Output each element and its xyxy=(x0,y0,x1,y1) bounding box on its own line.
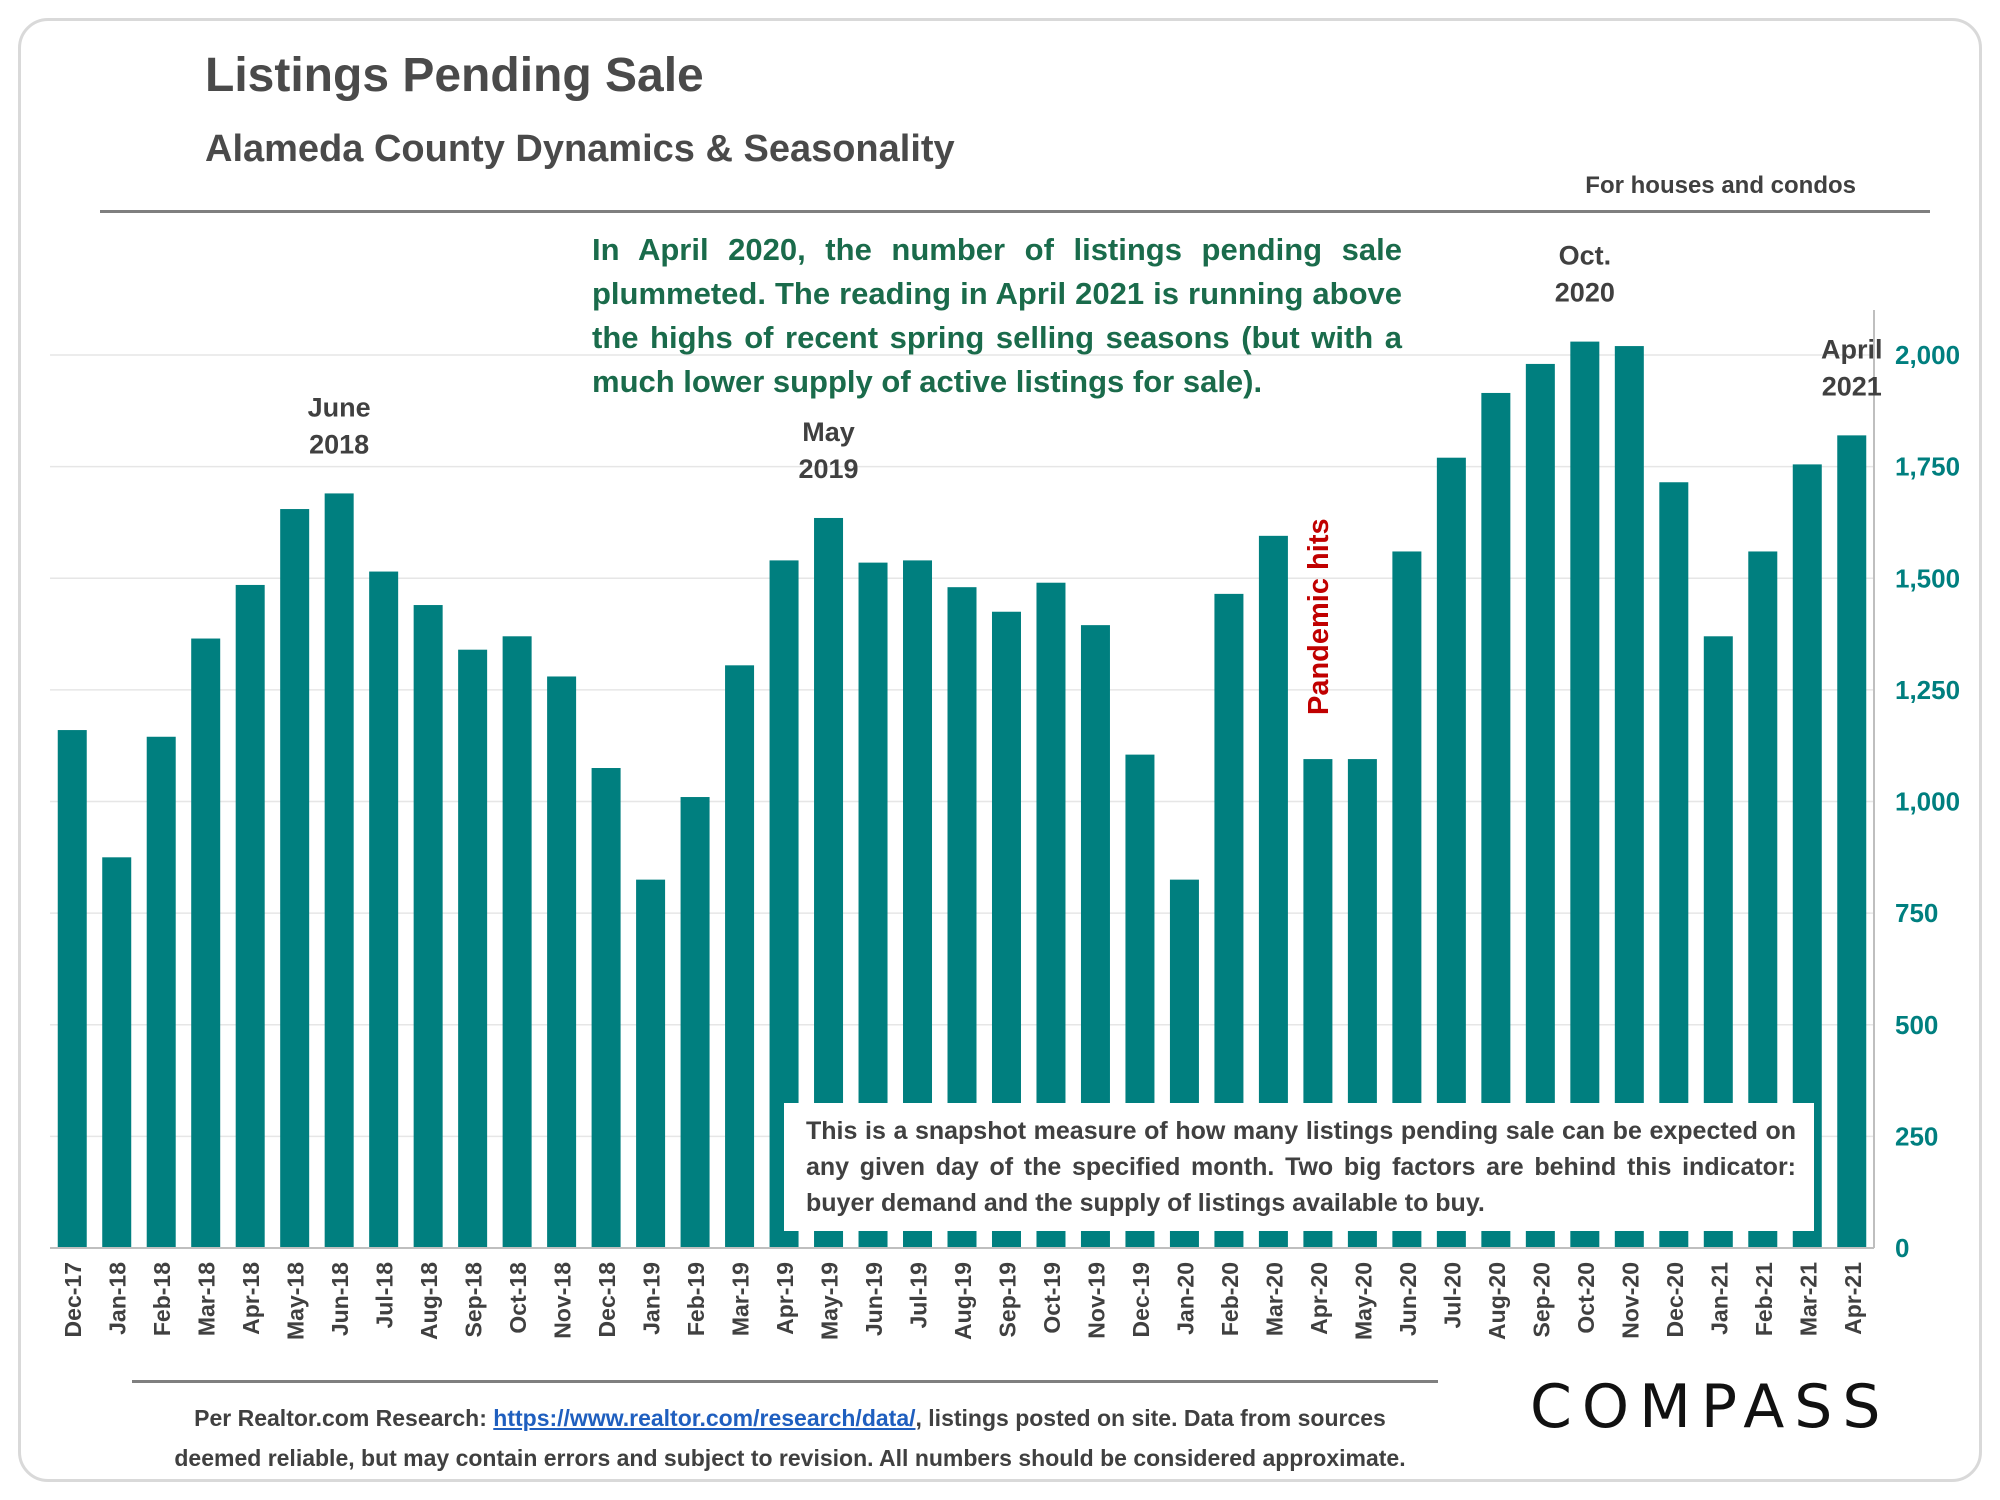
y-tick-label: 1,750 xyxy=(1895,452,1960,482)
x-tick-label: Feb-21 xyxy=(1751,1262,1777,1336)
x-tick-label: Dec-18 xyxy=(594,1262,620,1338)
x-tick-label: Nov-19 xyxy=(1083,1262,1109,1339)
callout-label: 2020 xyxy=(1555,278,1615,308)
callout-label: 2019 xyxy=(798,454,858,484)
bar-jun-18 xyxy=(324,493,354,1248)
x-tick-label: Apr-18 xyxy=(238,1262,264,1335)
x-tick-label: Aug-20 xyxy=(1484,1262,1510,1340)
page-title: Listings Pending Sale xyxy=(205,49,704,102)
header-divider xyxy=(100,210,1930,213)
x-tick-label: Apr-21 xyxy=(1840,1262,1866,1335)
x-tick-label: May-19 xyxy=(817,1262,843,1340)
callout-label: 2021 xyxy=(1822,371,1882,401)
bar-oct-18 xyxy=(502,636,532,1248)
x-tick-label: Nov-20 xyxy=(1617,1262,1643,1339)
x-tick-label: Sep-20 xyxy=(1528,1262,1554,1337)
pandemic-label: Pandemic hits xyxy=(1303,518,1335,715)
callout-label: April xyxy=(1821,334,1883,364)
bar-sep-20 xyxy=(1525,363,1555,1248)
y-tick-label: 250 xyxy=(1895,1121,1938,1151)
y-tick-label: 1,000 xyxy=(1895,787,1960,817)
bar-apr-21 xyxy=(1837,435,1867,1248)
source-link[interactable]: https://www.realtor.com/research/data/ xyxy=(493,1405,916,1431)
x-tick-label: Aug-18 xyxy=(416,1262,442,1340)
source-footer: Per Realtor.com Research: https://www.re… xyxy=(130,1398,1450,1478)
x-tick-label: Nov-18 xyxy=(550,1262,576,1339)
bar-dec-17 xyxy=(57,730,87,1248)
x-tick-label: Jan-21 xyxy=(1706,1262,1732,1335)
x-tick-label: Oct-19 xyxy=(1039,1262,1065,1334)
bar-aug-18 xyxy=(413,605,443,1248)
scope-note: For houses and condos xyxy=(1585,172,1856,199)
x-tick-label: Jul-20 xyxy=(1439,1262,1465,1328)
bar-feb-18 xyxy=(146,736,176,1248)
bar-nov-20 xyxy=(1614,346,1644,1248)
bar-mar-19 xyxy=(725,665,755,1248)
info-box: This is a snapshot measure of how many l… xyxy=(784,1103,1814,1231)
bar-oct-20 xyxy=(1570,341,1600,1249)
x-tick-label: Mar-21 xyxy=(1795,1262,1821,1336)
callout-label: May xyxy=(802,417,855,447)
callout-label: June xyxy=(308,392,371,422)
bar-feb-19 xyxy=(680,797,710,1248)
x-tick-label: Oct-20 xyxy=(1573,1262,1599,1334)
footer-line2: deemed reliable, but may contain errors … xyxy=(174,1445,1406,1471)
x-tick-label: Jul-19 xyxy=(906,1262,932,1328)
bar-may-18 xyxy=(280,509,310,1249)
x-tick-label: Oct-18 xyxy=(505,1262,531,1334)
bar-apr-18 xyxy=(235,584,265,1248)
x-tick-label: Apr-19 xyxy=(772,1262,798,1335)
x-tick-label: Jan-18 xyxy=(105,1262,131,1335)
x-tick-label: Jan-19 xyxy=(639,1262,665,1335)
x-tick-label: Apr-20 xyxy=(1306,1262,1332,1335)
x-tick-label: Dec-19 xyxy=(1128,1262,1154,1337)
bar-jan-18 xyxy=(102,857,132,1248)
x-tick-label: Aug-19 xyxy=(950,1262,976,1340)
callout-label: 2018 xyxy=(309,429,369,459)
y-tick-label: 750 xyxy=(1895,898,1938,928)
x-tick-label: Jun-19 xyxy=(861,1262,887,1336)
y-tick-label: 2,000 xyxy=(1895,340,1960,370)
x-tick-label: Dec-20 xyxy=(1662,1262,1688,1337)
footer-prefix: Per Realtor.com Research: xyxy=(194,1405,494,1431)
x-tick-label: Feb-20 xyxy=(1217,1262,1243,1336)
x-tick-label: Jun-20 xyxy=(1395,1262,1421,1336)
bar-jul-18 xyxy=(369,571,399,1248)
y-tick-label: 500 xyxy=(1895,1010,1938,1040)
x-tick-label: Mar-18 xyxy=(194,1262,220,1336)
page-subtitle: Alameda County Dynamics & Seasonality xyxy=(205,128,955,170)
footer-suffix: , listings posted on site. Data from sou… xyxy=(915,1405,1386,1431)
chart-annotation: In April 2020, the number of listings pe… xyxy=(592,232,1402,399)
bar-jan-19 xyxy=(636,879,666,1248)
y-tick-label: 1,500 xyxy=(1895,563,1960,593)
bar-nov-18 xyxy=(547,676,577,1248)
x-tick-label: Dec-17 xyxy=(60,1262,86,1337)
x-tick-label: Jun-18 xyxy=(327,1262,353,1336)
x-tick-label: Jan-20 xyxy=(1172,1262,1198,1335)
bar-dec-18 xyxy=(591,768,621,1248)
compass-logo: COMPASS xyxy=(1530,1372,1891,1442)
x-tick-label: May-18 xyxy=(283,1262,309,1340)
x-tick-label: Sep-19 xyxy=(994,1262,1020,1337)
x-tick-label: Mar-20 xyxy=(1261,1262,1287,1336)
bar-mar-18 xyxy=(191,638,221,1248)
x-tick-label: Jul-18 xyxy=(372,1262,398,1329)
x-tick-label: May-20 xyxy=(1350,1262,1376,1340)
x-tick-label: Mar-19 xyxy=(728,1262,754,1336)
callout-label: Oct. xyxy=(1559,241,1612,271)
bar-sep-18 xyxy=(458,649,488,1248)
footer-divider xyxy=(132,1380,1438,1383)
x-tick-label: Sep-18 xyxy=(461,1262,487,1338)
y-tick-label: 0 xyxy=(1895,1233,1909,1263)
x-tick-label: Feb-19 xyxy=(683,1262,709,1336)
y-tick-label: 1,250 xyxy=(1895,675,1960,705)
x-tick-label: Feb-18 xyxy=(149,1262,175,1336)
